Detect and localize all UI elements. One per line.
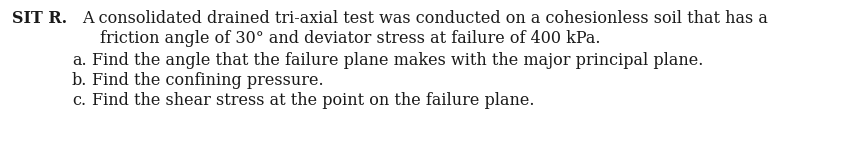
Text: Find the shear stress at the point on the failure plane.: Find the shear stress at the point on th… <box>92 92 535 109</box>
Text: b.: b. <box>72 72 87 89</box>
Text: friction angle of 30° and deviator stress at failure of 400 kPa.: friction angle of 30° and deviator stres… <box>100 30 600 47</box>
Text: a.: a. <box>72 52 87 69</box>
Text: SIT R.: SIT R. <box>12 10 67 27</box>
Text: Find the angle that the failure plane makes with the major principal plane.: Find the angle that the failure plane ma… <box>92 52 703 69</box>
Text: A consolidated drained tri-axial test was conducted on a cohesionless soil that : A consolidated drained tri-axial test wa… <box>82 10 768 27</box>
Text: Find the confining pressure.: Find the confining pressure. <box>92 72 324 89</box>
Text: c.: c. <box>72 92 86 109</box>
